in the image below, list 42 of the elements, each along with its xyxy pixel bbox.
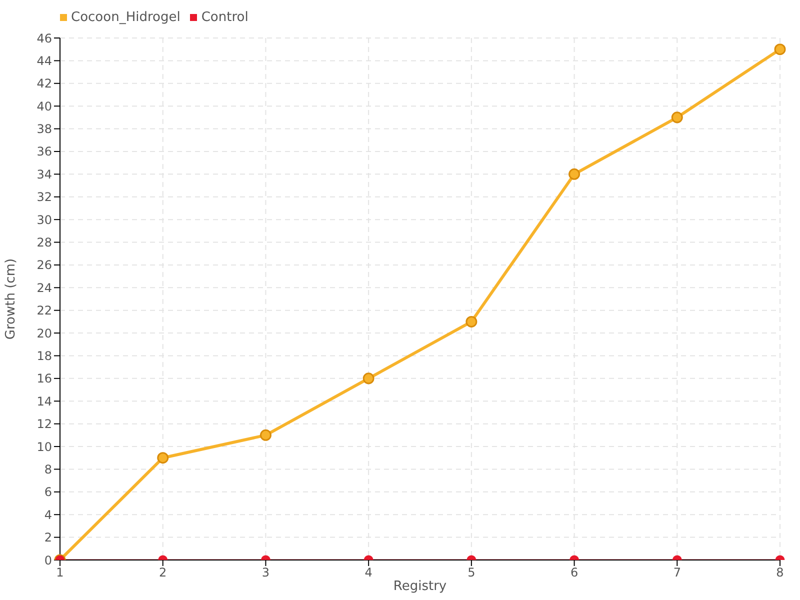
x-tick-label: 4 (364, 566, 372, 580)
point (774, 44, 786, 56)
y-tick-label: 24 (36, 280, 52, 295)
y-tick-label: 28 (36, 236, 52, 250)
x-tick-label: 6 (570, 566, 578, 580)
y-tick-label: 44 (36, 54, 52, 68)
point (260, 429, 272, 441)
point (362, 372, 374, 384)
y-tick-label: 10 (36, 440, 52, 454)
y-tick-label: 38 (36, 122, 52, 136)
y-tick-label: 36 (36, 144, 52, 159)
y-tick-label: 22 (36, 304, 52, 318)
y-tick-label: 30 (36, 212, 52, 227)
y-tick-label: 16 (36, 372, 52, 386)
y-tick-label: 26 (36, 258, 52, 272)
y-tick-label: 32 (36, 190, 52, 204)
x-tick-label: 5 (468, 566, 476, 580)
y-tick-label: 12 (36, 417, 52, 432)
y-tick-label: 0 (44, 553, 52, 568)
y-tick-label: 34 (36, 167, 52, 182)
point (568, 168, 580, 180)
y-axis-title: Growth (cm) (4, 258, 19, 340)
x-tick-label: 8 (776, 566, 784, 580)
legend-label: Cocoon_Hidrogel (71, 10, 180, 25)
y-tick-label: 40 (36, 99, 52, 114)
x-tick-label: 2 (159, 566, 167, 580)
x-tick-label: 1 (56, 566, 64, 580)
y-tick-label: 4 (44, 508, 52, 522)
y-tick-label: 6 (44, 485, 52, 500)
legend-label: Control (201, 10, 248, 25)
point (671, 112, 683, 124)
y-tick-label: 20 (36, 326, 52, 340)
x-tick-label: 3 (262, 566, 270, 580)
y-tick-label: 8 (44, 462, 52, 476)
y-tick-label: 46 (36, 31, 52, 46)
y-tick-label: 42 (36, 76, 52, 91)
x-tick-label: 7 (673, 566, 681, 580)
x-axis-title: Registry (393, 579, 447, 594)
y-tick-label: 18 (36, 349, 52, 363)
y-tick-label: 2 (44, 530, 52, 545)
y-tick-label: 14 (36, 394, 52, 408)
point (466, 316, 478, 328)
